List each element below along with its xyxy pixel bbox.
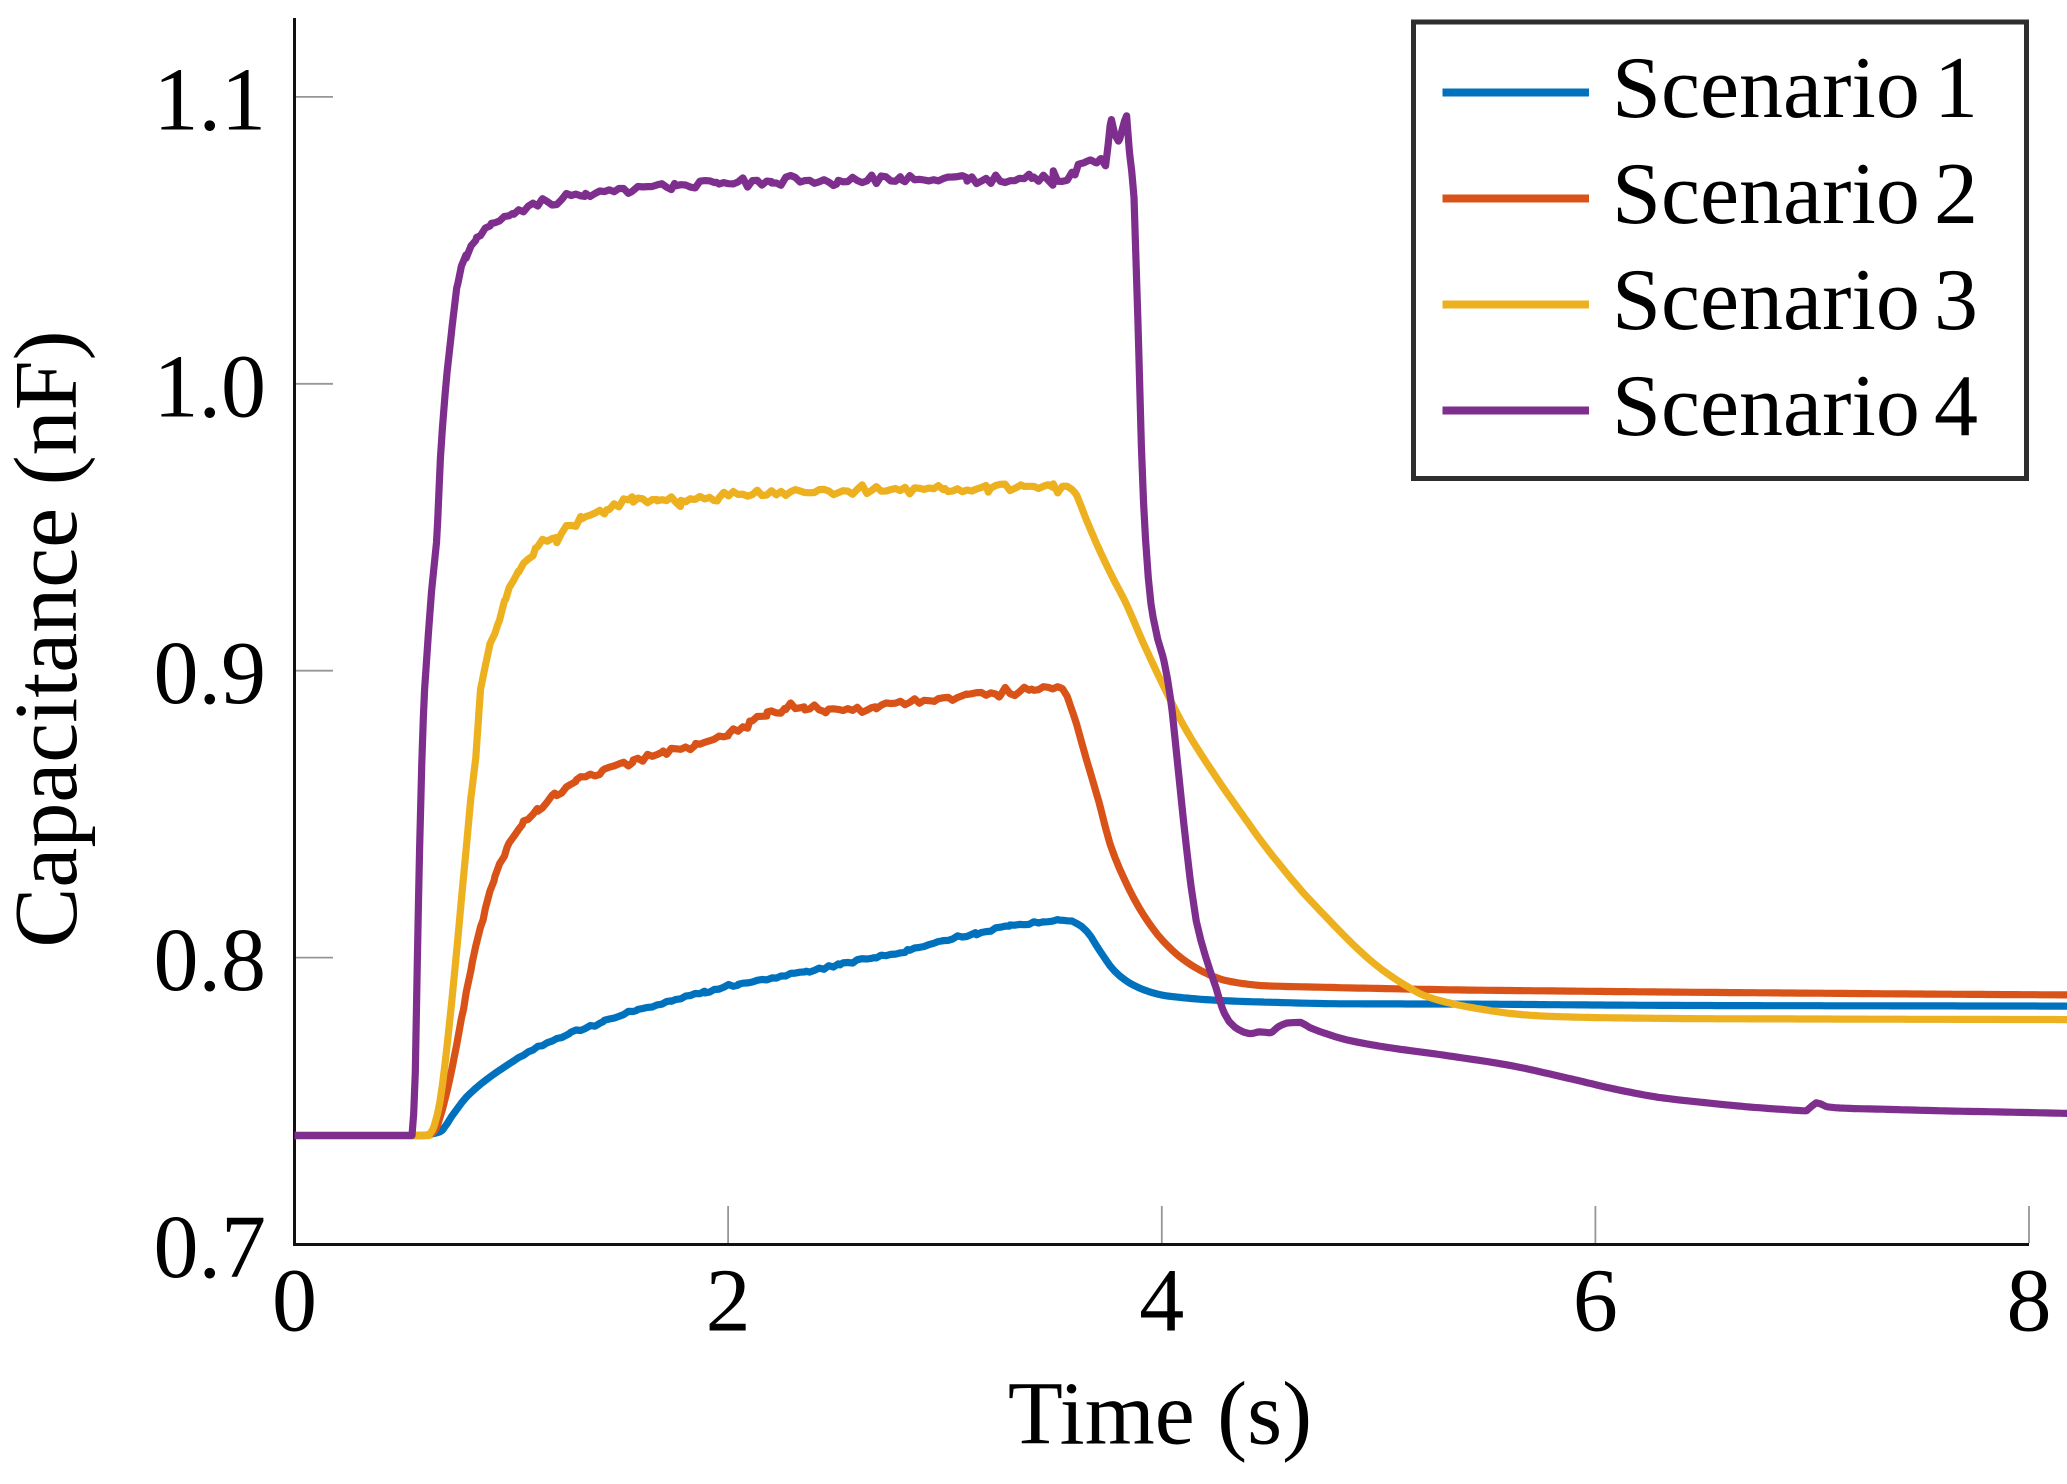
svg-text:Capacitance (nF): Capacitance (nF) bbox=[0, 330, 96, 947]
svg-text:6: 6 bbox=[1573, 1251, 1618, 1350]
svg-text:Time (s): Time (s) bbox=[1008, 1364, 1312, 1463]
svg-text:Scenario: Scenario bbox=[1612, 146, 1920, 243]
svg-text:1: 1 bbox=[1934, 40, 1978, 137]
svg-text:0.8: 0.8 bbox=[154, 911, 267, 1010]
svg-text:3: 3 bbox=[1934, 252, 1978, 349]
svg-text:0.9: 0.9 bbox=[154, 624, 267, 723]
svg-text:0: 0 bbox=[272, 1251, 317, 1350]
svg-text:0.7: 0.7 bbox=[154, 1198, 267, 1297]
svg-text:Scenario: Scenario bbox=[1612, 358, 1920, 455]
svg-text:4: 4 bbox=[1934, 358, 1978, 455]
svg-text:1.0: 1.0 bbox=[154, 337, 267, 436]
svg-text:1.1: 1.1 bbox=[154, 50, 267, 149]
svg-text:4: 4 bbox=[1139, 1251, 1184, 1350]
svg-text:Scenario: Scenario bbox=[1612, 252, 1920, 349]
svg-text:2: 2 bbox=[706, 1251, 751, 1350]
svg-text:8: 8 bbox=[2007, 1251, 2052, 1350]
svg-text:Scenario: Scenario bbox=[1612, 40, 1920, 137]
svg-text:2: 2 bbox=[1934, 146, 1978, 243]
